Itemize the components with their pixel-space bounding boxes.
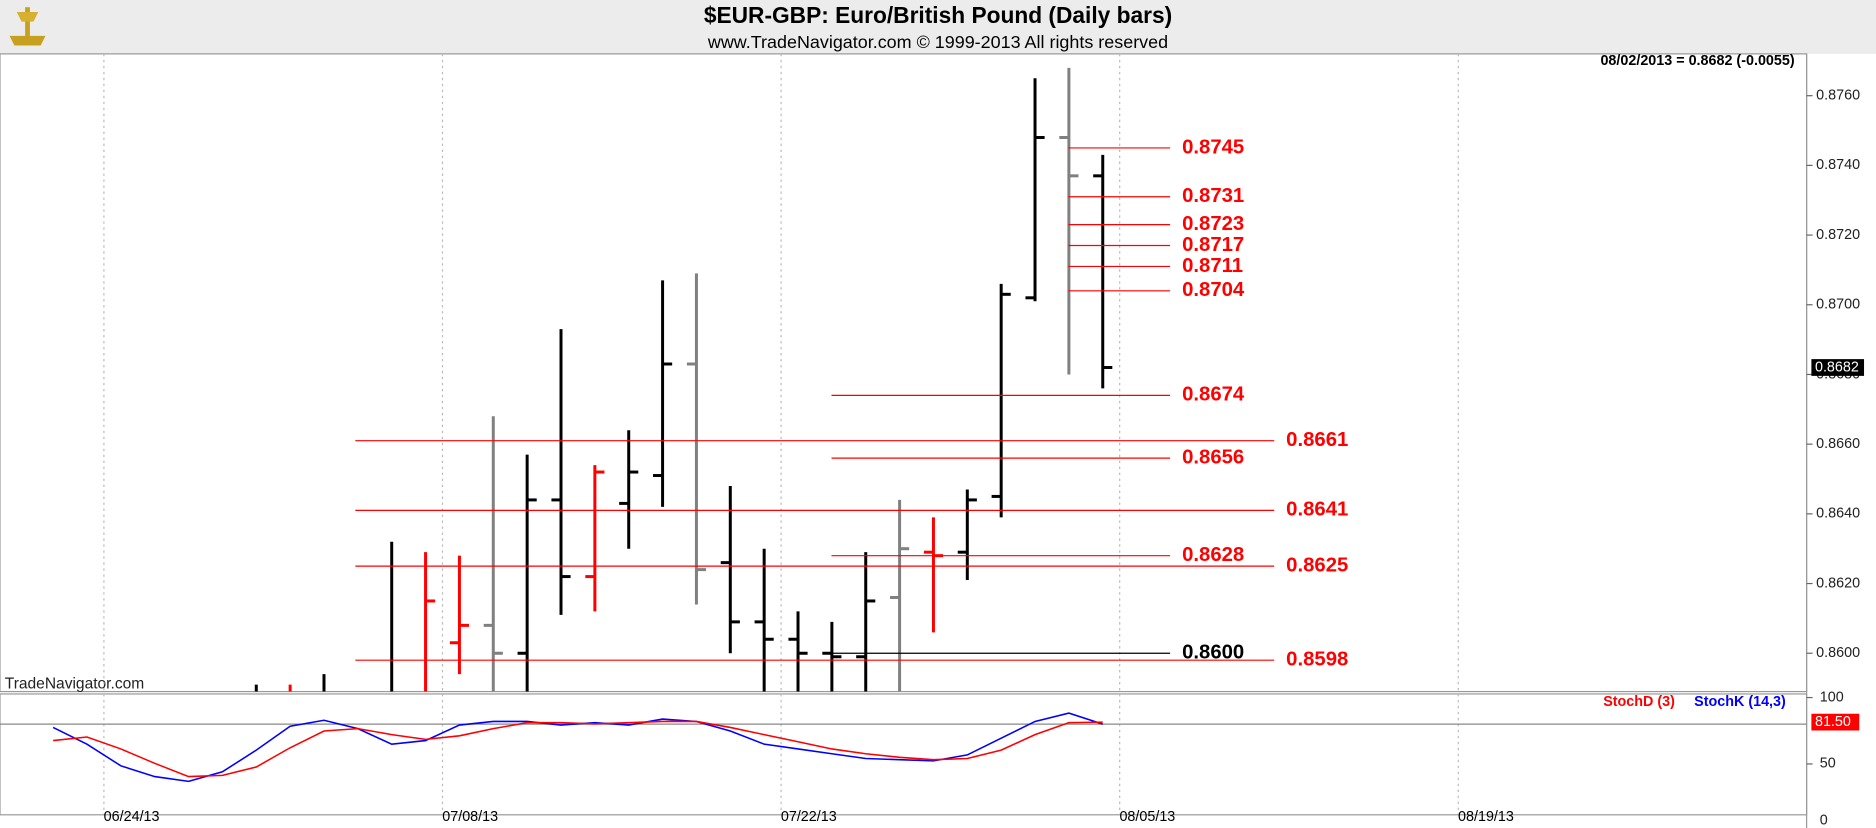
y-tick-label: 50 bbox=[1820, 756, 1836, 772]
y-tick-label: 0.8720 bbox=[1816, 227, 1860, 243]
level-label: 0.8656 bbox=[1182, 446, 1244, 468]
x-tick-label: 07/22/13 bbox=[781, 809, 837, 825]
legend-entry: StochD (3) bbox=[1603, 694, 1675, 710]
last-value-label: 81.50 bbox=[1815, 714, 1851, 730]
level-label: 0.8641 bbox=[1286, 499, 1348, 521]
y-tick-label: 0.8660 bbox=[1816, 436, 1860, 452]
y-tick-label: 0.8700 bbox=[1816, 297, 1860, 313]
level-label: 0.8598 bbox=[1286, 649, 1348, 671]
level-label: 0.8723 bbox=[1182, 213, 1244, 235]
level-label: 0.8600 bbox=[1182, 642, 1244, 664]
stoch-plot bbox=[0, 693, 1807, 815]
price-panel bbox=[0, 53, 1808, 693]
level-label: 0.8661 bbox=[1286, 429, 1348, 451]
y-tick-label: 100 bbox=[1820, 689, 1844, 705]
x-tick-label: 08/05/13 bbox=[1119, 809, 1175, 825]
x-tick-label: 06/24/13 bbox=[104, 809, 160, 825]
y-tick-label: 0.8620 bbox=[1816, 575, 1860, 591]
stoch-line bbox=[53, 720, 1103, 778]
stoch-panel bbox=[0, 693, 1808, 816]
y-tick-label: 0.8640 bbox=[1816, 506, 1860, 522]
legend-entry: StochK (14,3) bbox=[1694, 694, 1786, 710]
y-tick-label: 0.8740 bbox=[1816, 157, 1860, 173]
level-label: 0.8628 bbox=[1182, 544, 1244, 566]
x-tick-label: 07/08/13 bbox=[442, 809, 498, 825]
level-label: 0.8625 bbox=[1286, 554, 1348, 576]
level-label: 0.8711 bbox=[1182, 255, 1243, 277]
axes: 06/24/13 07/08/13 07/22/13 08/05/13 08/19/13… bbox=[104, 87, 1865, 828]
chart-subtitle: www.TradeNavigator.com © 1999-2013 All r… bbox=[707, 32, 1168, 52]
level-label: 0.8745 bbox=[1182, 136, 1244, 158]
y-tick-label: 0.8760 bbox=[1816, 87, 1860, 103]
watermark: TradeNavigator.com bbox=[5, 676, 144, 693]
level-label: 0.8674 bbox=[1182, 384, 1245, 406]
y-tick-label: 0.8600 bbox=[1816, 645, 1860, 661]
header-band bbox=[0, 0, 1876, 54]
chart-title: $EUR-GBP: Euro/British Pound (Daily bars… bbox=[704, 2, 1172, 28]
last-price-box bbox=[1811, 359, 1865, 376]
x-tick-label: 08/19/13 bbox=[1458, 809, 1514, 825]
price-header: 08/02/2013 = 0.8682 (-0.0055) bbox=[1600, 53, 1794, 69]
y-tick-label: 0 bbox=[1820, 813, 1828, 828]
last-price-label: 0.8682 bbox=[1815, 359, 1859, 375]
level-label: 0.8704 bbox=[1182, 279, 1245, 301]
level-label: 0.8731 bbox=[1182, 185, 1244, 207]
logo bbox=[9, 7, 46, 46]
level-label: 0.8717 bbox=[1182, 234, 1244, 256]
last-value-box bbox=[1811, 713, 1860, 731]
